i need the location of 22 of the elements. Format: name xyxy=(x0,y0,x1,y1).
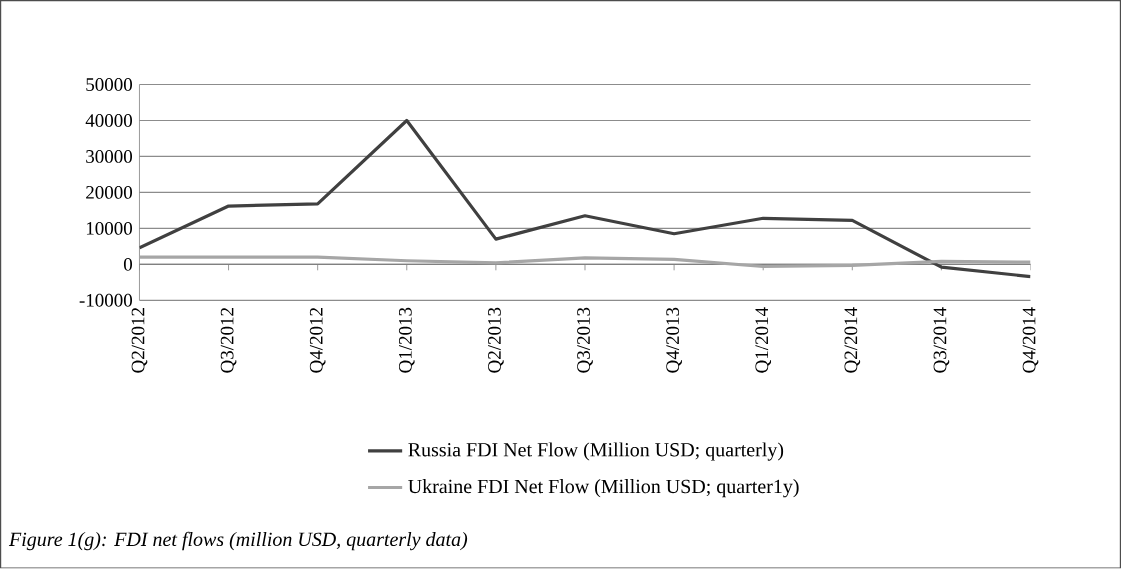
x-tick-label: Q3/2012 xyxy=(220,308,237,373)
y-tick-label: 40000 xyxy=(85,114,133,128)
legend-label: Ukraine FDI Net Flow (Million USD; quarter1y) xyxy=(408,479,799,498)
x-tick-label: Q4/2013 xyxy=(666,307,682,373)
x-tick-label: Q3/2013 xyxy=(577,307,593,373)
legend-label: Russia FDI Net Flow (Million USD; quarterly) xyxy=(408,442,784,461)
x-tick-label: Q4/2014 xyxy=(1022,307,1039,373)
x-tick-label: Q2/2012 xyxy=(131,308,148,373)
y-tick-label: 20000 xyxy=(86,186,133,200)
line-series xyxy=(139,119,1031,279)
caption: Figure 1(g): FDI net flows (million USD, quarterly data) xyxy=(8,532,468,551)
x-tick-label: Q2/2014 xyxy=(844,307,861,373)
x-tick-label: Q3/2014 xyxy=(933,307,950,373)
y-tick-label: 10000 xyxy=(86,222,133,235)
x-tick-label: Q1/2013 xyxy=(398,307,415,373)
y-tick-label: -10000 xyxy=(79,294,133,307)
x-tick-label: Q1/2014 xyxy=(755,307,772,373)
y-tick-label: 50000 xyxy=(86,78,133,92)
x-tick-label: Q4/2012 xyxy=(309,308,326,373)
y-tick-label: 0 xyxy=(123,258,133,271)
y-tick-label: 30000 xyxy=(86,150,133,164)
x-tick-label: Q2/2013 xyxy=(488,307,504,373)
